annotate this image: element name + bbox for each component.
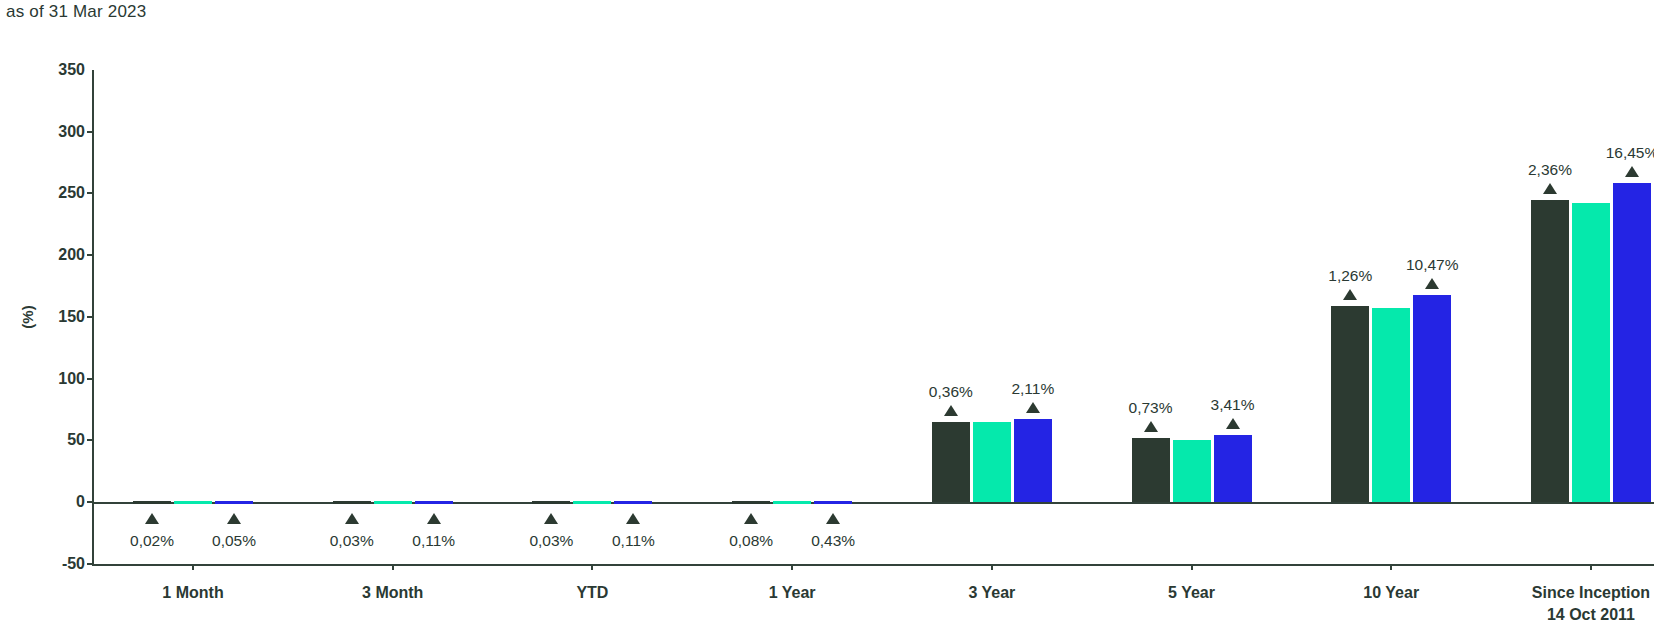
category-label: YTD — [492, 582, 692, 604]
y-tick-mark — [87, 501, 92, 503]
category-label: 3 Year — [892, 582, 1092, 604]
y-tick-label: -50 — [0, 555, 85, 573]
chart-title: as of 31 Mar 2023 — [6, 2, 146, 22]
bar-series-1-dark-green — [532, 501, 570, 504]
y-tick-mark — [87, 192, 92, 194]
x-tick-mark — [392, 566, 394, 570]
bar-series-3-blue — [1413, 295, 1451, 502]
triangle-marker-icon — [544, 513, 558, 524]
category-label: 1 Year — [692, 582, 892, 604]
bar-series-2-mint-green — [1572, 203, 1610, 502]
y-tick-label: 200 — [0, 246, 85, 264]
triangle-marker-icon — [626, 513, 640, 524]
bar-series-2-mint-green — [374, 501, 412, 504]
x-tick-mark — [791, 566, 793, 570]
bar-series-2-mint-green — [973, 422, 1011, 502]
bar-series-1-dark-green — [932, 422, 970, 502]
y-tick-label: 50 — [0, 431, 85, 449]
zero-line — [93, 502, 1654, 504]
bar-series-3-blue — [415, 501, 453, 504]
y-tick-mark — [87, 254, 92, 256]
triangle-marker-icon — [1144, 421, 1158, 432]
triangle-marker-icon — [345, 513, 359, 524]
bar-series-3-blue — [1014, 419, 1052, 502]
marker-value-label: 0,11% — [374, 532, 494, 550]
marker-value-label: 0,11% — [573, 532, 693, 550]
bar-series-1-dark-green — [1331, 306, 1369, 502]
category-label: Since Inception14 Oct 2011 — [1491, 582, 1654, 626]
marker-value-label: 2,11% — [973, 380, 1093, 398]
triangle-marker-icon — [744, 513, 758, 524]
triangle-marker-icon — [1226, 418, 1240, 429]
bar-series-3-blue — [614, 501, 652, 504]
bar-series-3-blue — [814, 501, 852, 504]
marker-value-label: 10,47% — [1372, 256, 1492, 274]
bar-series-1-dark-green — [333, 501, 371, 504]
y-tick-mark — [87, 131, 92, 133]
y-tick-label: 250 — [0, 184, 85, 202]
bar-series-3-blue — [1214, 435, 1252, 502]
y-tick-label: 0 — [0, 493, 85, 511]
triangle-marker-icon — [1625, 166, 1639, 177]
category-label: 1 Month — [93, 582, 293, 604]
y-tick-mark — [87, 439, 92, 441]
x-axis-line — [92, 564, 1654, 566]
marker-value-label: 0,05% — [174, 532, 294, 550]
x-tick-mark — [1390, 566, 1392, 570]
bar-series-2-mint-green — [174, 501, 212, 504]
bar-series-3-blue — [215, 501, 253, 504]
bar-series-1-dark-green — [732, 501, 770, 504]
triangle-marker-icon — [944, 405, 958, 416]
bar-series-1-dark-green — [1531, 200, 1569, 502]
triangle-marker-icon — [1425, 278, 1439, 289]
y-tick-label: 150 — [0, 308, 85, 326]
bar-series-3-blue — [1613, 183, 1651, 502]
triangle-marker-icon — [427, 513, 441, 524]
bar-series-2-mint-green — [1173, 440, 1211, 502]
x-tick-mark — [1191, 566, 1193, 570]
category-label: 5 Year — [1092, 582, 1292, 604]
y-tick-label: 300 — [0, 123, 85, 141]
marker-value-label: 3,41% — [1173, 396, 1293, 414]
triangle-marker-icon — [1343, 289, 1357, 300]
bar-series-1-dark-green — [1132, 438, 1170, 502]
triangle-marker-icon — [145, 513, 159, 524]
marker-value-label: 16,45% — [1572, 144, 1654, 162]
bar-series-2-mint-green — [773, 501, 811, 504]
y-tick-mark — [87, 378, 92, 380]
marker-value-label: 2,36% — [1490, 161, 1610, 179]
category-label: 10 Year — [1291, 582, 1491, 604]
x-tick-mark — [1590, 566, 1592, 570]
y-tick-mark — [87, 316, 92, 318]
y-axis-line — [92, 70, 94, 566]
triangle-marker-icon — [1543, 183, 1557, 194]
triangle-marker-icon — [826, 513, 840, 524]
triangle-marker-icon — [227, 513, 241, 524]
x-tick-mark — [192, 566, 194, 570]
performance-chart: as of 31 Mar 2023 (%) 350300250200150100… — [0, 0, 1654, 626]
x-tick-mark — [991, 566, 993, 570]
bar-series-2-mint-green — [573, 501, 611, 504]
bar-series-2-mint-green — [1372, 308, 1410, 502]
marker-value-label: 0,43% — [773, 532, 893, 550]
category-sublabel: 14 Oct 2011 — [1491, 604, 1654, 626]
y-tick-label: 100 — [0, 370, 85, 388]
bar-series-1-dark-green — [133, 501, 171, 504]
triangle-marker-icon — [1026, 402, 1040, 413]
y-tick-label: 350 — [0, 61, 85, 79]
category-label: 3 Month — [293, 582, 493, 604]
x-tick-mark — [591, 566, 593, 570]
